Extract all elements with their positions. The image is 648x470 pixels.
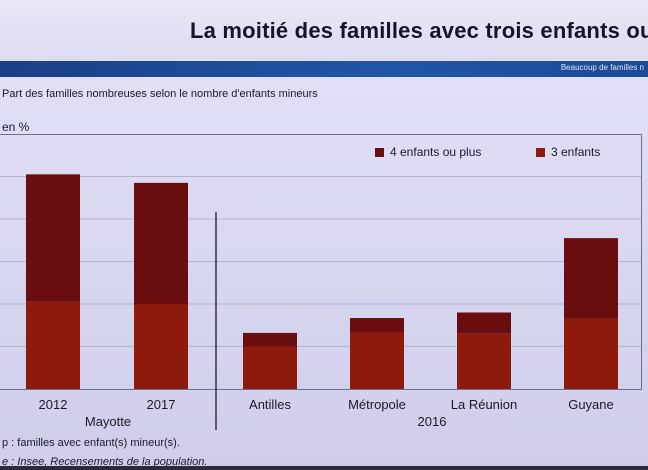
bar-three (26, 301, 80, 389)
legend-swatch-four-plus (375, 147, 384, 157)
x-tick-label: Métropole (348, 397, 406, 412)
unit-label: en % (2, 120, 30, 134)
legend-label-four-plus: 4 enfants ou plus (390, 145, 482, 159)
note-champ: p : familles avec enfant(s) mineur(s). (2, 437, 180, 449)
header-band: Beaucoup de familles n (0, 61, 648, 77)
legend-item-four-plus: 4 enfants ou plus (375, 145, 481, 159)
bar-three (350, 332, 404, 389)
x-tick-label: Antilles (249, 397, 291, 412)
group-label: 2016 (418, 414, 447, 429)
legend-label-three: 3 enfants (551, 145, 601, 159)
bar-three (134, 304, 188, 389)
chart-subtitle: Part des familles nombreuses selon le no… (2, 88, 318, 100)
chart-frame (0, 134, 642, 390)
bar-three (564, 318, 618, 389)
bar-three (243, 346, 297, 389)
note-source: e : Insee, Recensements de la population… (2, 456, 208, 468)
screen-edge (0, 466, 648, 470)
legend-item-three: 3 enfants (536, 145, 600, 159)
legend-swatch-three (536, 147, 545, 157)
bar-four-plus (243, 332, 297, 347)
bar-four-plus (134, 182, 188, 304)
bar-three (457, 333, 511, 389)
x-tick-label: Guyane (568, 397, 614, 412)
x-tick-label: La Réunion (451, 397, 518, 412)
x-tick-label: 2017 (147, 397, 176, 412)
slide-title: La moitié des familles avec trois enfant… (190, 18, 648, 43)
bar-four-plus (26, 174, 80, 302)
band-text: Beaucoup de familles n (560, 63, 644, 72)
bar-four-plus (564, 238, 618, 319)
bar-four-plus (350, 318, 404, 333)
title-bar: La moitié des familles avec trois enfant… (0, 0, 648, 60)
x-tick-label: 2012 (39, 397, 68, 412)
bar-four-plus (457, 312, 511, 334)
group-label: Mayotte (85, 414, 131, 429)
